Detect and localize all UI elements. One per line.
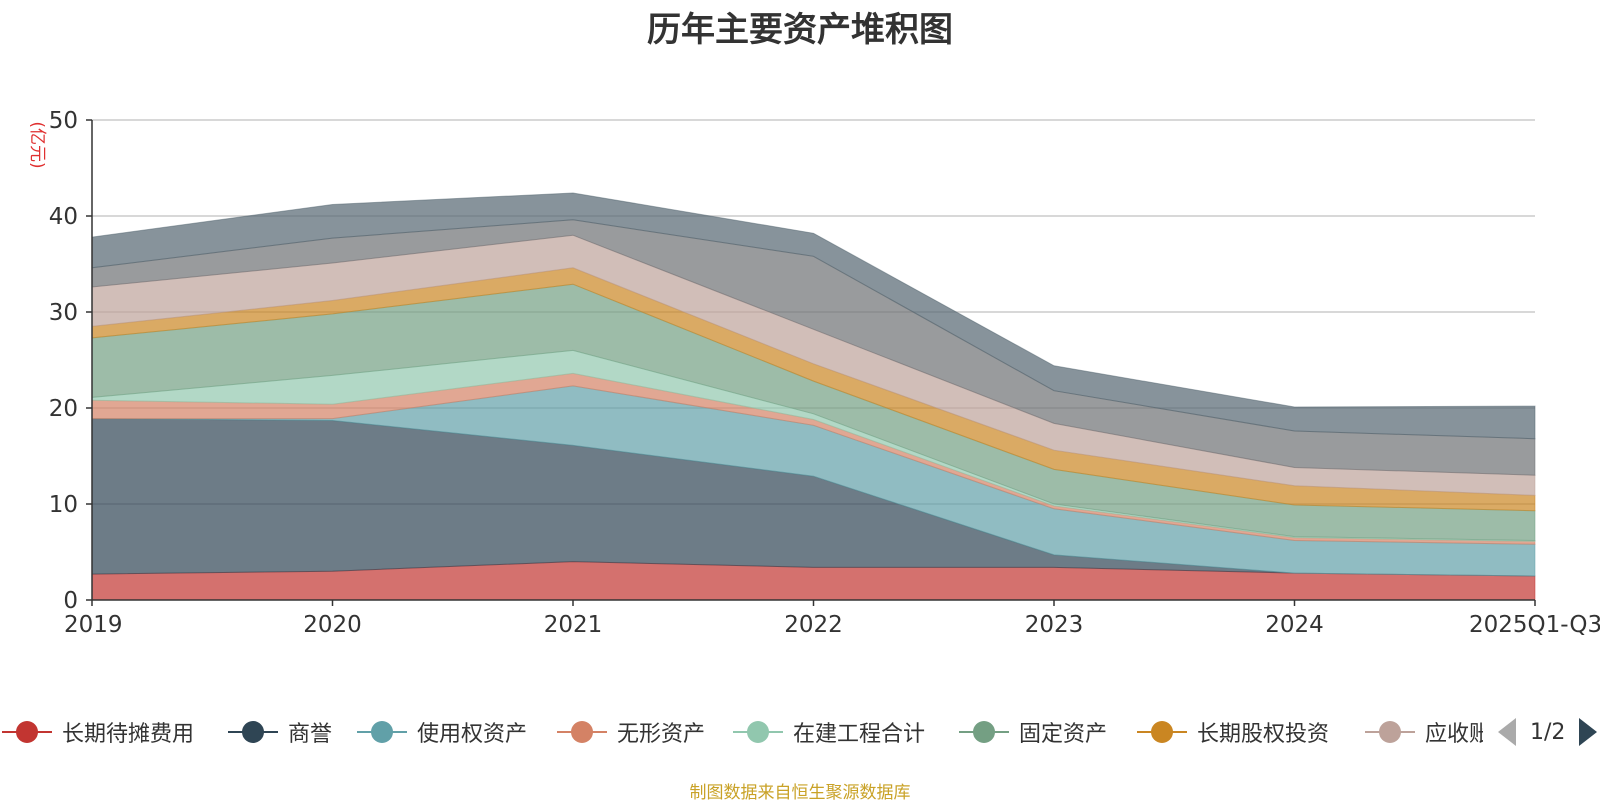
legend-label: 在建工程合计 xyxy=(793,722,926,747)
legend-label: 使用权资产 xyxy=(417,722,528,747)
y-tick-label: 50 xyxy=(49,108,78,134)
legend-page-indicator: 1/2 xyxy=(1530,719,1566,745)
y-tick-label: 0 xyxy=(63,588,78,614)
legend-swatch-icon xyxy=(733,712,783,752)
x-tick-label: 2020 xyxy=(303,612,362,638)
x-tick-label: 2025Q1-Q3 xyxy=(1469,612,1600,638)
x-tick-label: 2024 xyxy=(1265,612,1324,638)
legend-swatch-icon xyxy=(959,712,1009,752)
y-tick-label: 20 xyxy=(49,396,78,422)
y-tick-label: 40 xyxy=(49,204,78,230)
y-tick-label: 10 xyxy=(49,492,78,518)
legend-label: 长期股权投资 xyxy=(1197,722,1330,747)
x-tick-label: 2021 xyxy=(544,612,603,638)
legend-swatch-icon xyxy=(228,712,278,752)
legend-swatch-icon xyxy=(1137,712,1187,752)
stacked-area-chart: 0 10 20 30 40 50 2019 2020 2021 2022 2023 2024 2025Q… xyxy=(27,108,1600,638)
x-tick-label: 2023 xyxy=(1025,612,1084,638)
legend-item[interactable]: 无形资产 xyxy=(557,712,705,752)
legend-label: 无形资产 xyxy=(617,722,706,747)
legend: 长期待摊费用 商誉 使用权资产 无形资产 在建工程合计 固定资产 长期股权投资 应收账款 xyxy=(0,712,1600,752)
legend-item[interactable]: 商誉 xyxy=(228,712,332,752)
y-axis-unit-label: (亿元) xyxy=(27,121,47,168)
y-tick-label: 30 xyxy=(49,300,78,326)
legend-item[interactable]: 在建工程合计 xyxy=(733,712,925,752)
area-series-货币资金[interactable] xyxy=(91,192,1536,440)
legend-swatch-icon xyxy=(1365,712,1415,752)
legend-label: 固定资产 xyxy=(1019,722,1108,747)
legend-item[interactable]: 应收账款 xyxy=(1365,712,1483,752)
legend-label: 长期待摊费用 xyxy=(62,722,195,747)
tick-labels: 0 10 20 30 40 50 2019 2020 2021 2022 2023 2024 2025Q… xyxy=(49,108,1600,638)
legend-items-viewport: 长期待摊费用 商誉 使用权资产 无形资产 在建工程合计 固定资产 长期股权投资 应收账款 xyxy=(0,712,1483,752)
legend-next-page-icon[interactable] xyxy=(1579,718,1598,746)
legend-pager: 1/2 xyxy=(1498,712,1598,752)
data-source-note: 制图数据来自恒生聚源数据库 xyxy=(689,783,911,803)
legend-label: 商誉 xyxy=(288,722,333,747)
legend-label: 应收账款 xyxy=(1425,722,1483,747)
legend-prev-page-icon[interactable] xyxy=(1498,718,1516,746)
legend-item[interactable]: 使用权资产 xyxy=(357,712,527,752)
legend-item[interactable]: 长期股权投资 xyxy=(1137,712,1329,752)
x-tick-label: 2019 xyxy=(64,612,123,638)
x-tick-label: 2022 xyxy=(784,612,843,638)
legend-item[interactable]: 长期待摊费用 xyxy=(2,712,194,752)
legend-swatch-icon xyxy=(557,712,607,752)
legend-swatch-icon xyxy=(2,712,52,752)
legend-item[interactable]: 固定资产 xyxy=(959,712,1107,752)
legend-swatch-icon xyxy=(357,712,407,752)
area-series-layer xyxy=(91,192,1536,601)
chart-title: 历年主要资产堆积图 xyxy=(647,10,953,50)
